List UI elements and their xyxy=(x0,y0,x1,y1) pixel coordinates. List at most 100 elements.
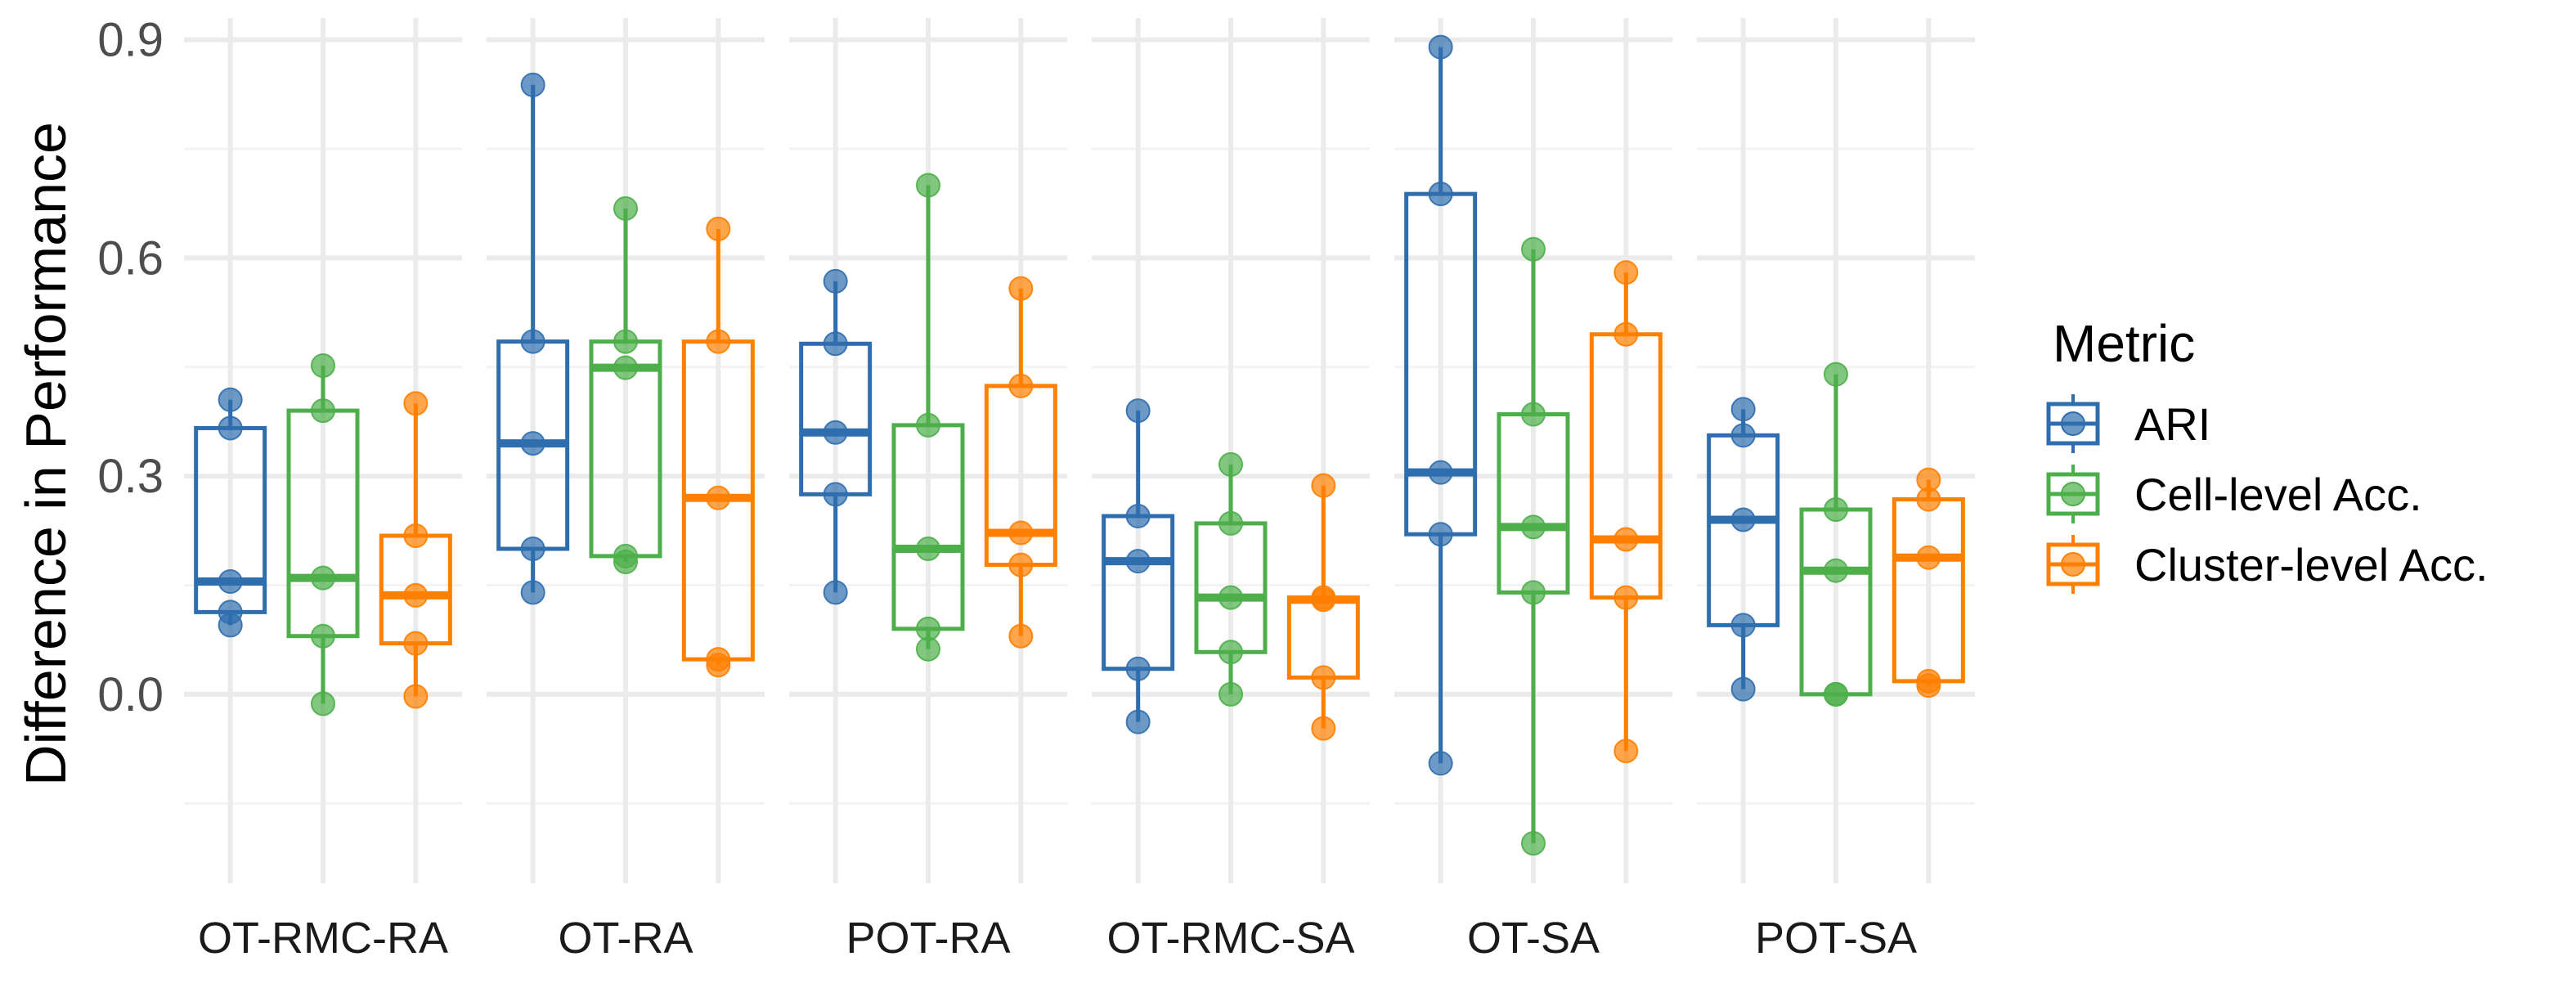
box-group xyxy=(1799,362,1873,707)
data-point xyxy=(1730,397,1756,422)
box-group xyxy=(1404,34,1478,776)
box-group xyxy=(1194,451,1268,707)
data-point xyxy=(520,580,545,605)
y-axis-title: Difference in Performance xyxy=(14,122,78,786)
data-point xyxy=(1730,676,1756,702)
y-tick-label: 0.6 xyxy=(97,231,164,285)
box-group xyxy=(681,216,755,678)
data-point xyxy=(1521,580,1546,605)
data-point xyxy=(916,616,940,641)
data-point xyxy=(1521,831,1546,856)
legend-key-point xyxy=(2061,552,2085,577)
data-point xyxy=(1008,276,1034,301)
data-point xyxy=(311,398,335,424)
data-point xyxy=(1521,236,1546,262)
data-point xyxy=(1428,751,1453,776)
legend-title: Metric xyxy=(2053,314,2195,373)
data-point xyxy=(1521,514,1546,540)
box-group xyxy=(496,72,570,605)
data-point xyxy=(218,387,243,412)
x-category-label: OT-RMC-SA xyxy=(1107,914,1355,963)
data-point xyxy=(1008,623,1034,649)
x-category-label: OT-SA xyxy=(1467,914,1600,963)
x-category-label: OT-RMC-RA xyxy=(198,914,448,963)
data-point xyxy=(403,391,429,416)
data-point xyxy=(916,412,940,438)
data-point xyxy=(1218,451,1243,477)
data-point xyxy=(1428,522,1453,547)
data-point xyxy=(1428,34,1453,60)
data-point xyxy=(706,653,731,678)
data-point xyxy=(1008,520,1034,546)
legend-item: Cluster-level Acc. xyxy=(2046,535,2488,594)
data-point xyxy=(403,631,429,656)
legend-item: Cell-level Acc. xyxy=(2046,465,2422,523)
data-point xyxy=(1125,709,1151,734)
data-point xyxy=(1521,402,1546,427)
box-group xyxy=(1497,236,1570,856)
data-point xyxy=(403,684,429,709)
data-point xyxy=(1428,182,1453,207)
data-point xyxy=(823,268,848,294)
data-point xyxy=(1916,673,1941,698)
data-point xyxy=(520,72,545,97)
data-point xyxy=(1311,587,1336,613)
legend-key-point xyxy=(2061,411,2085,436)
data-point xyxy=(1824,681,1848,707)
grid-layer xyxy=(184,18,1975,883)
data-point xyxy=(1824,362,1848,387)
legend-label: Cluster-level Acc. xyxy=(2134,539,2488,591)
data-point xyxy=(1613,585,1639,610)
legend-label: ARI xyxy=(2134,398,2210,450)
data-point xyxy=(1428,460,1453,485)
data-point xyxy=(706,329,731,354)
data-point xyxy=(218,415,243,441)
data-point xyxy=(1730,507,1756,532)
data-point xyxy=(1916,487,1941,512)
x-category-label: OT-RA xyxy=(558,914,693,963)
data-point xyxy=(311,353,335,378)
data-point xyxy=(1218,681,1243,707)
data-point xyxy=(218,613,243,638)
data-point xyxy=(613,329,638,354)
data-point xyxy=(916,636,940,662)
data-point xyxy=(613,355,638,380)
data-point xyxy=(311,691,335,716)
x-category-label: POT-SA xyxy=(1755,914,1917,963)
data-point xyxy=(1218,640,1243,665)
box-group xyxy=(1102,398,1175,734)
data-point xyxy=(916,173,940,198)
box-group xyxy=(1707,397,1780,702)
data-point xyxy=(1916,545,1941,570)
legend-key-point xyxy=(2061,482,2085,506)
data-point xyxy=(1730,613,1756,638)
legend-item: ARI xyxy=(2046,394,2210,453)
data-point xyxy=(1311,665,1336,690)
data-point xyxy=(1613,739,1639,764)
marks-layer xyxy=(194,34,1965,856)
data-point xyxy=(218,569,243,595)
data-point xyxy=(1613,527,1639,552)
data-point xyxy=(1613,260,1639,285)
data-point xyxy=(823,420,848,445)
data-point xyxy=(311,565,335,591)
data-point xyxy=(823,580,848,605)
data-point xyxy=(1311,473,1336,498)
box-group xyxy=(1892,467,1965,698)
y-tick-label: 0.0 xyxy=(97,668,164,721)
data-point xyxy=(823,482,848,507)
box-group xyxy=(379,391,452,709)
data-point xyxy=(1824,558,1848,583)
data-point xyxy=(1008,552,1034,577)
box-group xyxy=(286,353,360,716)
box-group xyxy=(891,173,965,662)
box-group xyxy=(984,276,1057,649)
data-point xyxy=(520,537,545,562)
box-group xyxy=(1589,260,1663,764)
box-group xyxy=(194,387,267,638)
box-group xyxy=(1286,473,1360,741)
data-point xyxy=(311,623,335,649)
data-point xyxy=(613,195,638,221)
